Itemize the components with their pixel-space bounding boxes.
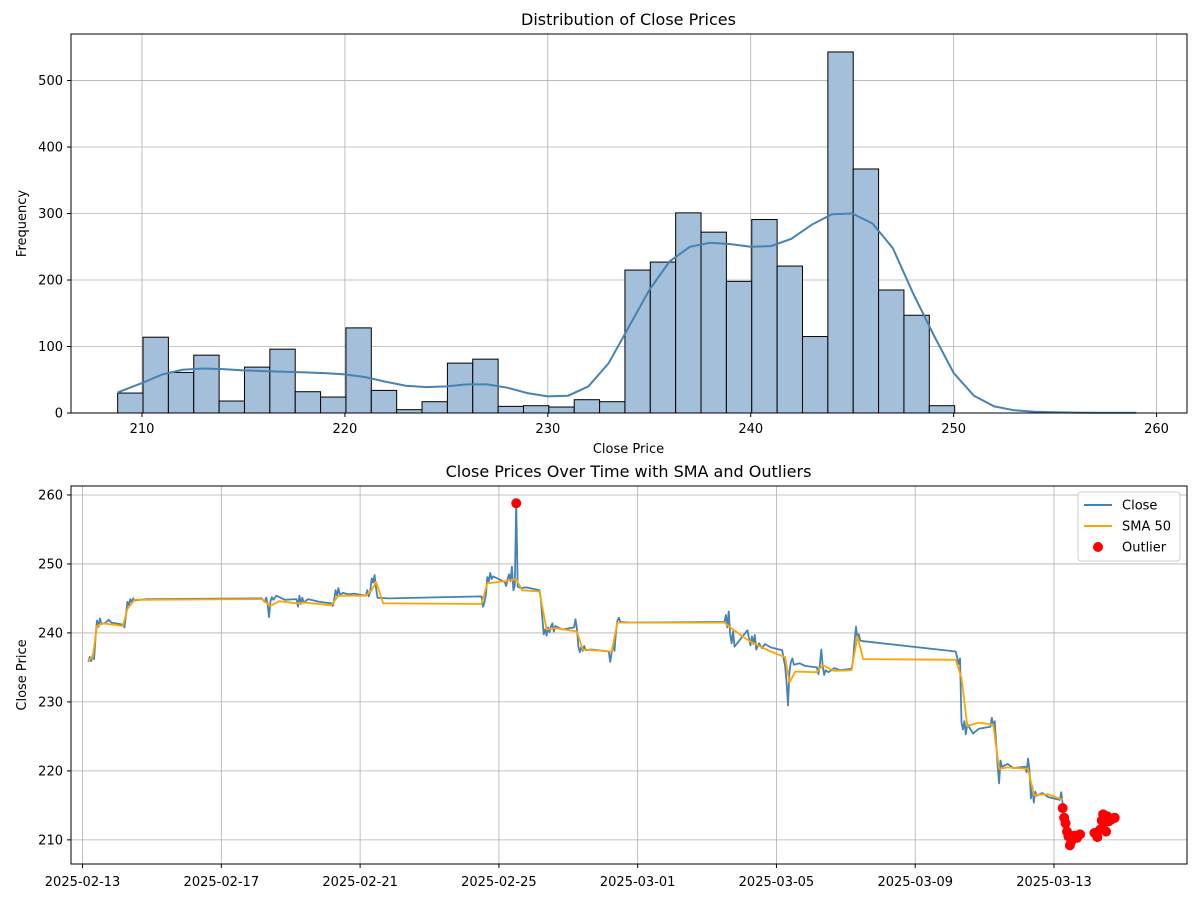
histogram-bars: [117, 51, 956, 414]
histogram-bar: [675, 212, 702, 414]
histogram-bar: [852, 168, 880, 414]
sma-50-line: [87, 578, 1064, 801]
histogram-bar: [345, 327, 372, 414]
histogram-ytick-label: 100: [38, 340, 63, 355]
timeseries-xtick-label: 2025-03-01: [600, 875, 676, 890]
histogram-panel: Distribution of Close Prices 210 220 230 24…: [15, 10, 1188, 457]
histogram-xtick-label: 260: [1144, 422, 1169, 437]
histogram-bar: [522, 405, 550, 414]
histogram-bar: [117, 392, 144, 414]
histogram-bar: [573, 399, 601, 414]
timeseries-title: Close Prices Over Time with SMA and Outl…: [446, 462, 812, 481]
outlier-point: [1057, 803, 1068, 814]
timeseries-grid: [71, 486, 1187, 864]
histogram-bar: [928, 405, 956, 414]
timeseries-ytick-label: 210: [38, 833, 63, 848]
histogram-xlabel: Close Price: [593, 442, 664, 457]
histogram-ytick-label: 200: [38, 274, 63, 289]
histogram-xtick-label: 230: [535, 422, 560, 437]
histogram-xtick-label: 250: [941, 422, 966, 437]
legend-box: [1077, 491, 1181, 562]
histogram-bar: [142, 336, 169, 414]
histogram-bar: [801, 336, 829, 414]
histogram-bar: [193, 354, 220, 414]
histogram-bar: [776, 265, 803, 414]
histogram-bar: [624, 269, 651, 414]
histogram-bar: [548, 406, 575, 414]
histogram-xtick-label: 210: [130, 422, 155, 437]
legend-outlier-marker: [1093, 542, 1103, 552]
histogram-xtick-label: 240: [738, 422, 763, 437]
histogram-bar: [218, 400, 245, 414]
histogram-kde-curve: [117, 212, 1137, 414]
histogram-bar: [751, 219, 778, 414]
timeseries-ytick-label: 230: [38, 695, 63, 710]
histogram-ytick-label: 0: [55, 407, 63, 422]
legend-entry-label: SMA 50: [1122, 520, 1171, 535]
timeseries-ytick-label: 220: [38, 764, 63, 779]
histogram-ytick-label: 400: [38, 141, 63, 156]
histogram-bar: [497, 405, 524, 414]
outlier-point: [1101, 826, 1112, 837]
outlier-point: [1060, 818, 1071, 829]
timeseries-axes-frame: [70, 485, 1188, 865]
timeseries-xtick-label: 2025-02-25: [461, 875, 537, 890]
histogram-title: Distribution of Close Prices: [521, 10, 736, 29]
timeseries-xtick-label: 2025-02-17: [184, 875, 260, 890]
timeseries-xtick-label: 2025-03-13: [1016, 875, 1092, 890]
timeseries-ytick-label: 250: [38, 557, 63, 572]
timeseries-outlier-points: [511, 498, 1120, 851]
histogram-bar: [446, 362, 474, 414]
histogram-bar: [269, 348, 296, 414]
timeseries-ytick-label: 240: [38, 626, 63, 641]
histogram-xtick-label: 220: [333, 422, 358, 437]
outlier-point: [511, 498, 522, 509]
histogram-bar: [878, 289, 905, 414]
histogram-axes-frame: [70, 33, 1188, 414]
timeseries-xtick-label: 2025-03-05: [739, 875, 815, 890]
timeseries-xtick-label: 2025-02-21: [322, 875, 398, 890]
histogram-ticks: 210 220 230 240 250 260 0 100 200 300 400 500: [38, 74, 1169, 437]
histogram-bar: [421, 401, 448, 414]
timeseries-lines: [87, 502, 1064, 805]
histogram-ytick-label: 500: [38, 74, 63, 89]
timeseries-xtick-label: 2025-03-09: [877, 875, 953, 890]
close-price-line: [87, 502, 1064, 805]
histogram-bar: [167, 371, 195, 414]
histogram-bar: [599, 401, 626, 414]
legend-entry-label: Outlier: [1122, 541, 1167, 556]
histogram-bar: [294, 391, 322, 414]
timeseries-ticks: 2025-02-13 2025-02-17 2025-02-21 2025-02-25…: [38, 488, 1092, 890]
timeseries-legend: Close SMA 50 Outlier: [1077, 491, 1181, 562]
timeseries-xtick-label: 2025-02-13: [45, 875, 121, 890]
histogram-bar: [370, 389, 398, 414]
histogram-bar: [700, 231, 727, 414]
timeseries-panel: Close Prices Over Time with SMA and Outl…: [15, 462, 1188, 890]
histogram-bar: [827, 51, 854, 414]
outlier-point: [1092, 832, 1103, 843]
histogram-ylabel: Frequency: [15, 190, 30, 257]
legend-entry-label: Close: [1122, 499, 1157, 514]
histogram-ytick-label: 300: [38, 207, 63, 222]
histogram-bar: [243, 366, 271, 414]
histogram-bar: [903, 314, 930, 414]
histogram-bar: [725, 280, 753, 414]
outlier-point: [1109, 812, 1120, 823]
timeseries-ytick-label: 260: [38, 488, 63, 503]
outlier-point: [1075, 829, 1086, 840]
histogram-bar: [320, 396, 347, 414]
timeseries-ylabel: Close Price: [15, 639, 30, 710]
